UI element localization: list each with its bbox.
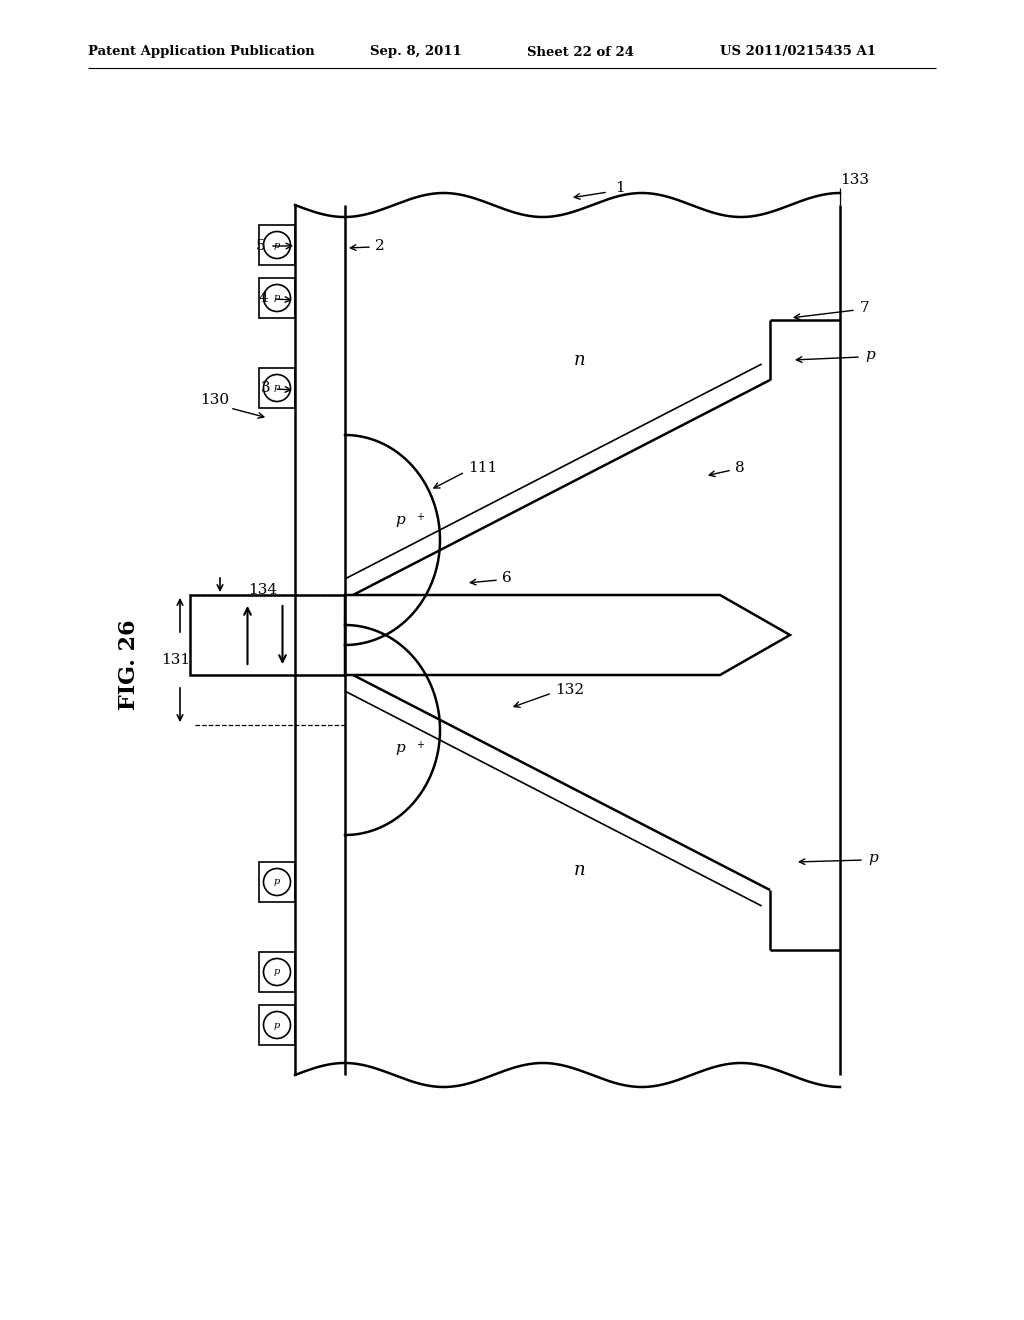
Polygon shape — [345, 595, 790, 675]
Text: Patent Application Publication: Patent Application Publication — [88, 45, 314, 58]
Circle shape — [263, 285, 291, 312]
Text: p: p — [273, 878, 281, 887]
Text: +: + — [416, 741, 424, 750]
Circle shape — [263, 231, 291, 259]
Text: p: p — [395, 741, 404, 755]
Text: n: n — [574, 861, 586, 879]
Text: 8: 8 — [735, 461, 744, 475]
Text: Sep. 8, 2011: Sep. 8, 2011 — [370, 45, 462, 58]
Text: FIG. 26: FIG. 26 — [118, 619, 140, 710]
Text: p: p — [865, 348, 874, 362]
Text: 134: 134 — [248, 583, 278, 597]
Text: 2: 2 — [375, 239, 385, 253]
Text: p: p — [273, 384, 281, 392]
Text: p: p — [868, 851, 878, 865]
Text: +: + — [416, 512, 424, 521]
Bar — [190, 595, 345, 675]
Text: n: n — [574, 351, 586, 370]
Text: p: p — [395, 513, 404, 527]
Circle shape — [263, 958, 291, 986]
Text: 133: 133 — [840, 173, 869, 187]
Circle shape — [263, 1011, 291, 1039]
Bar — [259, 952, 295, 993]
Text: p: p — [273, 968, 281, 977]
Text: 131: 131 — [162, 653, 190, 667]
Text: 130: 130 — [201, 393, 229, 407]
Circle shape — [263, 869, 291, 895]
Text: 6: 6 — [502, 572, 512, 585]
Text: 132: 132 — [555, 682, 584, 697]
Text: p: p — [273, 240, 281, 249]
Circle shape — [263, 375, 291, 401]
Text: 5: 5 — [255, 239, 265, 253]
Bar — [259, 862, 295, 902]
Bar — [259, 224, 295, 265]
Text: US 2011/0215435 A1: US 2011/0215435 A1 — [720, 45, 876, 58]
Text: 1: 1 — [615, 181, 625, 195]
Text: p: p — [273, 293, 281, 302]
Bar — [259, 368, 295, 408]
Text: p: p — [273, 1020, 281, 1030]
Bar — [259, 1005, 295, 1045]
Bar — [259, 279, 295, 318]
Text: Sheet 22 of 24: Sheet 22 of 24 — [527, 45, 634, 58]
Text: 3: 3 — [260, 381, 270, 395]
Text: 4: 4 — [258, 290, 268, 305]
Text: 111: 111 — [468, 461, 498, 475]
Text: 7: 7 — [860, 301, 869, 315]
